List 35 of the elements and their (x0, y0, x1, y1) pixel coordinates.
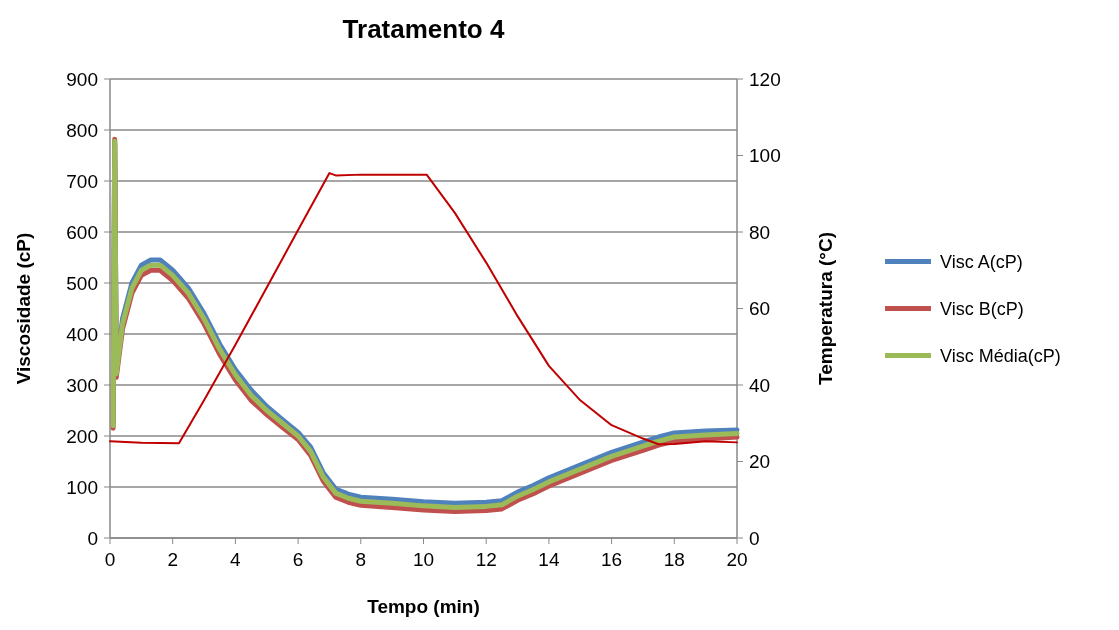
x-axis-title: Tempo (min) (367, 596, 480, 617)
legend-label: Visc Média(cP) (940, 345, 1061, 366)
y-tick-label: 800 (66, 119, 98, 141)
x-tick-label: 16 (601, 549, 623, 570)
y-tick-label: 0 (87, 527, 98, 549)
legend-label: Visc B(cP) (940, 298, 1024, 319)
x-tick-label: 0 (104, 549, 116, 570)
y-tick-label: 300 (66, 374, 98, 396)
y2-tick-label: 20 (749, 451, 771, 473)
y-tick-label: 100 (66, 476, 98, 498)
x-tick-label: 2 (167, 549, 178, 570)
legend-label: Visc A(cP) (940, 251, 1023, 272)
y2-tick-label: 120 (749, 68, 781, 90)
x-tick-label: 6 (292, 549, 304, 570)
y-tick-label: 500 (66, 272, 98, 294)
y-tick-label: 400 (66, 323, 98, 345)
x-tick-label: 4 (230, 549, 242, 570)
x-tick-label: 18 (663, 549, 685, 570)
x-tick-label: 20 (726, 549, 748, 570)
y-tick-label: 600 (66, 221, 98, 243)
y2-tick-label: 80 (749, 221, 771, 243)
y2-tick-label: 0 (749, 527, 760, 549)
x-tick-label: 14 (538, 549, 560, 570)
y2-tick-label: 40 (749, 374, 771, 396)
chart-title: Tratamento 4 (342, 14, 505, 44)
x-tick-label: 8 (355, 549, 367, 570)
y2-tick-label: 60 (749, 298, 771, 320)
y2-tick-label: 100 (749, 145, 781, 167)
y2-axis-title: Temperatura (°C) (815, 232, 836, 385)
x-tick-label: 10 (412, 549, 435, 570)
x-tick-label: 12 (475, 549, 497, 570)
y-axis-title: Viscosidade (cP) (13, 232, 34, 385)
y-tick-label: 700 (66, 170, 98, 192)
y-tick-label: 900 (66, 68, 98, 90)
y-tick-label: 200 (66, 425, 98, 447)
